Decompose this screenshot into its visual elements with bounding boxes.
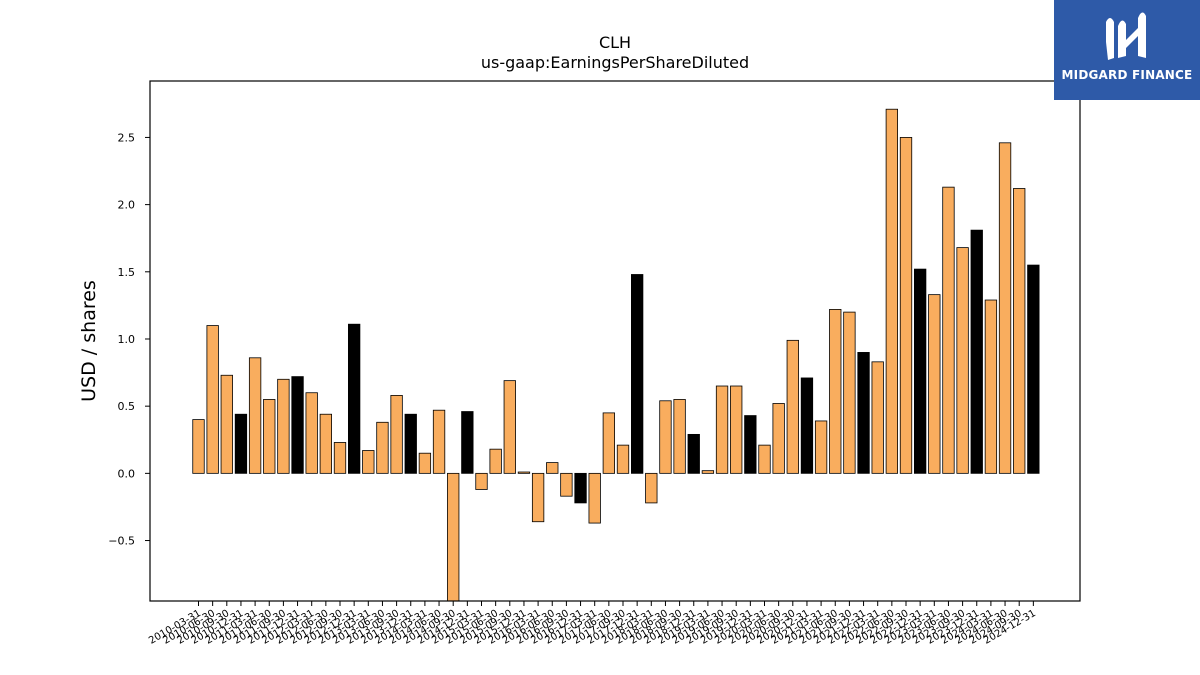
chart-title: CLH — [599, 33, 631, 52]
bar — [914, 268, 927, 474]
bar — [362, 450, 375, 474]
bar — [899, 137, 913, 474]
bar — [1013, 188, 1026, 474]
bar — [319, 413, 333, 474]
y-axis: −0.5 0.0 0.5 1.0 1.5 2.0 2.5 — [108, 131, 150, 548]
chart-subtitle: us-gaap:EarningsPerShareDiluted — [481, 53, 749, 72]
plot-frame — [149, 80, 1081, 602]
bar — [616, 444, 630, 474]
bar — [772, 403, 785, 474]
bar — [602, 412, 615, 474]
bar — [730, 385, 743, 474]
bar — [531, 472, 545, 523]
y-tick-label: 2.5 — [118, 131, 136, 144]
y-tick-label: 1.5 — [118, 266, 136, 279]
y-tick-label: 0.5 — [118, 400, 136, 413]
bar — [461, 411, 474, 474]
bar — [390, 395, 403, 474]
y-axis-label: USD / shares — [78, 280, 100, 402]
bar — [871, 361, 884, 474]
bar — [263, 399, 276, 474]
bar — [588, 472, 601, 524]
logo-mark-icon — [1106, 12, 1146, 60]
bar — [376, 421, 389, 474]
bar — [645, 472, 658, 504]
bar — [404, 413, 417, 474]
bar — [234, 413, 248, 474]
bar — [744, 415, 757, 474]
bar — [956, 247, 969, 474]
bar — [333, 442, 347, 474]
bar — [560, 472, 573, 497]
y-tick-label: 1.0 — [118, 333, 136, 346]
bar — [928, 294, 941, 474]
bar — [347, 323, 361, 474]
brand-logo: MIDGARD FINANCE — [1054, 0, 1200, 100]
bar — [1027, 264, 1040, 474]
bar — [984, 299, 998, 474]
bar — [814, 420, 828, 474]
bar — [574, 472, 587, 504]
bar — [305, 392, 318, 474]
bar — [418, 452, 432, 474]
bar — [998, 142, 1012, 474]
bar — [503, 380, 516, 474]
bar — [489, 448, 502, 474]
bar — [192, 419, 205, 474]
bar — [843, 311, 856, 474]
bar — [206, 325, 219, 474]
y-tick-label: −0.5 — [108, 535, 135, 548]
bar — [829, 309, 842, 474]
bar — [970, 229, 983, 474]
bar — [546, 462, 559, 474]
bar — [432, 409, 446, 474]
y-tick-label: 0.0 — [118, 467, 136, 480]
bar — [786, 339, 799, 474]
bar — [800, 377, 814, 474]
y-tick-label: 2.0 — [118, 199, 136, 212]
bar — [942, 186, 955, 474]
bar — [447, 472, 460, 601]
bars-layer — [192, 108, 1040, 601]
x-axis: 2010-03-312010-06-302010-09-302010-12-31… — [147, 601, 1038, 647]
bar — [248, 357, 262, 474]
logo-text: MIDGARD FINANCE — [1061, 68, 1193, 82]
bar — [631, 274, 644, 474]
bar — [673, 399, 686, 474]
bar — [277, 378, 290, 474]
bar — [687, 433, 700, 474]
bar — [758, 444, 771, 474]
bar — [885, 108, 898, 474]
bar — [475, 472, 488, 490]
bar — [715, 385, 729, 474]
bar — [659, 400, 672, 474]
bar — [220, 374, 233, 474]
bar — [857, 352, 870, 474]
bar — [701, 470, 715, 474]
bar — [291, 376, 304, 474]
bar — [517, 471, 531, 474]
